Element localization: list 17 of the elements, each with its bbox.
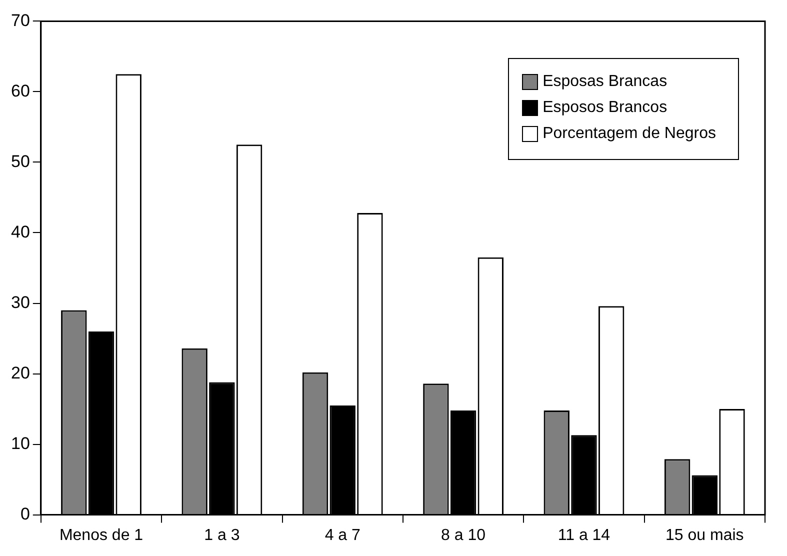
y-tick-label: 30 bbox=[10, 292, 30, 312]
y-tick-label: 20 bbox=[10, 363, 30, 382]
x-tick-label: 1 a 3 bbox=[204, 526, 240, 544]
legend-label: Esposos Brancos bbox=[542, 99, 668, 117]
y-tick-label: 0 bbox=[20, 504, 30, 524]
y-tick-label: 10 bbox=[10, 434, 30, 453]
x-tick-label: 4 a 7 bbox=[324, 526, 361, 544]
y-tick-label: 40 bbox=[10, 222, 30, 242]
legend-label: Porcentagem de Negros bbox=[542, 125, 716, 143]
y-tick-label: 50 bbox=[10, 152, 30, 171]
x-tick-label: 11 a 14 bbox=[558, 526, 610, 544]
legend-label: Esposas Brancas bbox=[542, 73, 668, 91]
x-tick-label: 8 a 10 bbox=[441, 526, 486, 544]
x-tick-label: 15 ou mais bbox=[666, 526, 744, 544]
y-tick-label: 70 bbox=[10, 10, 30, 30]
y-tick-label: 60 bbox=[10, 81, 30, 100]
x-tick-label: Menos de 1 bbox=[59, 526, 144, 544]
